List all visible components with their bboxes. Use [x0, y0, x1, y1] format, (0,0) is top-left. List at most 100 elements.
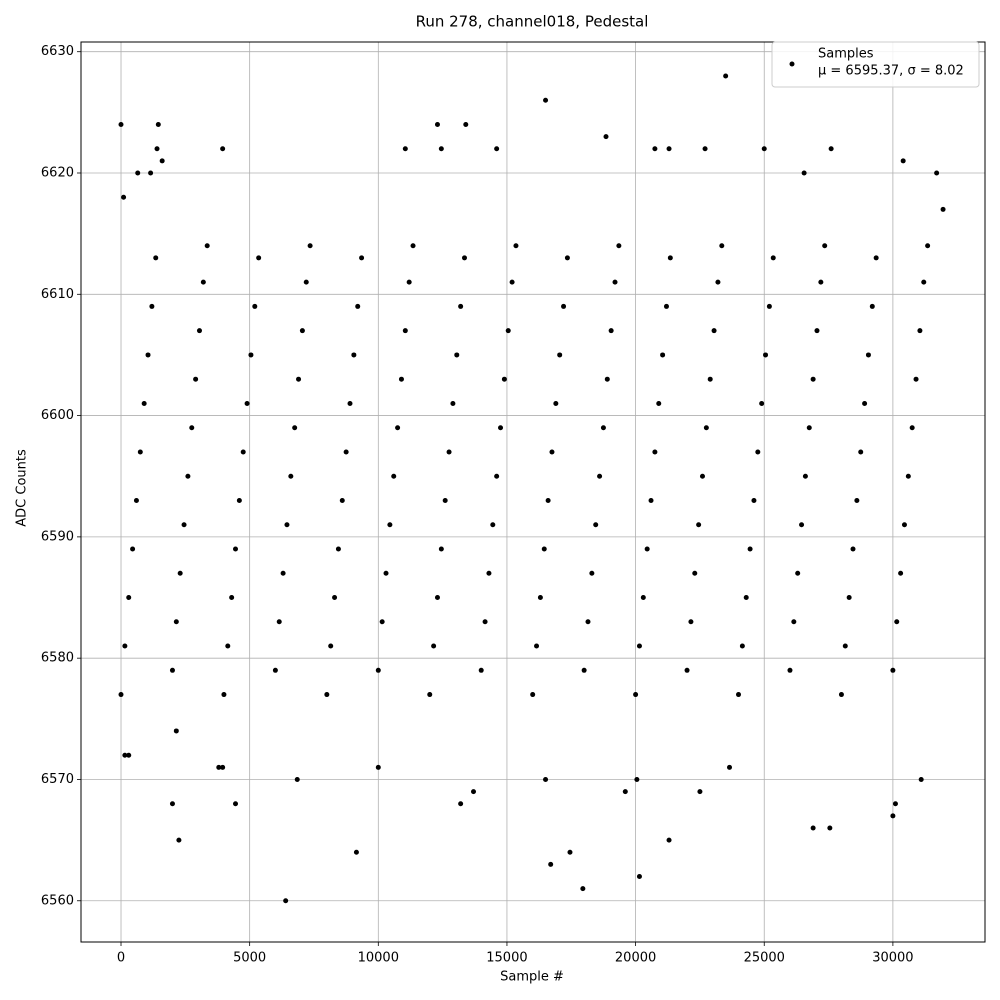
sample-point: [395, 425, 401, 431]
sample-point: [799, 522, 805, 528]
sample-point: [666, 146, 672, 152]
sample-point: [905, 473, 911, 479]
sample-point: [383, 570, 389, 576]
sample-point: [438, 546, 444, 552]
sample-point: [564, 255, 570, 261]
sample-point: [284, 522, 290, 528]
sample-point: [458, 303, 464, 309]
chart-title: Run 278, channel018, Pedestal: [416, 13, 649, 31]
sample-point: [818, 279, 824, 285]
sample-point: [759, 400, 765, 406]
sample-point: [585, 619, 591, 625]
sample-point: [229, 595, 235, 601]
sample-point: [303, 279, 309, 285]
sample-point: [755, 449, 761, 455]
sample-point: [636, 643, 642, 649]
sample-point: [332, 595, 338, 601]
sample-point: [838, 692, 844, 698]
sample-point: [688, 619, 694, 625]
sample-point: [225, 643, 231, 649]
sample-point: [898, 570, 904, 576]
sample-point: [324, 692, 330, 698]
sample-point: [873, 255, 879, 261]
legend-marker: [789, 61, 795, 67]
sample-point: [292, 425, 298, 431]
sample-point: [294, 776, 300, 782]
sample-point: [402, 146, 408, 152]
sample-point: [545, 497, 551, 503]
sample-point: [431, 643, 437, 649]
sample-point: [692, 570, 698, 576]
plot-frame: [80, 41, 986, 943]
sample-point: [608, 328, 614, 334]
sample-point: [719, 243, 725, 249]
sample-point: [580, 886, 586, 892]
sample-point: [233, 801, 239, 807]
sample-point: [791, 619, 797, 625]
sample-point: [244, 400, 250, 406]
y-tick-label: 6570: [41, 772, 74, 787]
sample-point: [652, 146, 658, 152]
sample-point: [137, 449, 143, 455]
sample-point: [940, 206, 946, 212]
sample-point: [252, 303, 258, 309]
sample-point: [471, 789, 477, 795]
y-axis-label: ADC Counts: [15, 449, 30, 527]
sample-point: [141, 400, 147, 406]
sample-point: [593, 522, 599, 528]
sample-point: [913, 376, 919, 382]
sample-point: [727, 764, 733, 770]
sample-point: [616, 243, 622, 249]
sample-point: [148, 170, 154, 176]
sample-point: [145, 352, 151, 358]
sample-point: [622, 789, 628, 795]
sample-point: [633, 692, 639, 698]
sample-point: [339, 497, 345, 503]
sample-point: [644, 546, 650, 552]
y-tick-label: 6560: [41, 893, 74, 908]
sample-point: [828, 146, 834, 152]
sample-point: [739, 643, 745, 649]
sample-point: [410, 243, 416, 249]
sample-point: [684, 667, 690, 673]
sample-point: [248, 352, 254, 358]
sample-point: [280, 570, 286, 576]
sample-point: [434, 595, 440, 601]
sample-point: [126, 595, 132, 601]
sample-point: [220, 764, 226, 770]
sample-point: [181, 522, 187, 528]
x-tick-label: 25000: [744, 951, 785, 966]
sample-point: [802, 473, 808, 479]
sample-point: [917, 328, 923, 334]
y-tick-label: 6600: [41, 408, 74, 423]
sample-point: [135, 170, 141, 176]
sample-point: [543, 776, 549, 782]
sample-point: [256, 255, 262, 261]
sample-point: [589, 570, 595, 576]
sample-point: [458, 801, 464, 807]
sample-point: [900, 158, 906, 164]
sample-point: [723, 73, 729, 79]
sample-point: [707, 376, 713, 382]
sample-point: [494, 473, 500, 479]
sample-point: [918, 776, 924, 782]
sample-point: [353, 849, 359, 855]
sample-point: [656, 400, 662, 406]
sample-point: [299, 328, 305, 334]
sample-point: [894, 619, 900, 625]
sample-point: [347, 400, 353, 406]
sample-point: [328, 643, 334, 649]
sample-point: [567, 849, 573, 855]
y-tick-label: 6620: [41, 165, 74, 180]
y-tick-label: 6610: [41, 287, 74, 302]
sample-point: [696, 522, 702, 528]
sample-point: [122, 643, 128, 649]
sample-point: [133, 497, 139, 503]
sample-point: [634, 776, 640, 782]
sample-point: [272, 667, 278, 673]
sample-point: [534, 643, 540, 649]
sample-point: [490, 522, 496, 528]
sample-point: [553, 400, 559, 406]
sample-point: [494, 146, 500, 152]
sample-point: [391, 473, 397, 479]
